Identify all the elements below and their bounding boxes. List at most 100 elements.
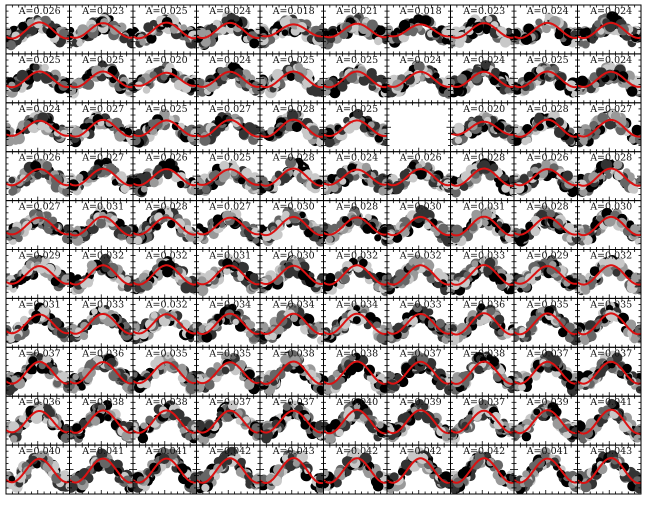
- amplitude-label: A=0.025: [208, 153, 251, 164]
- data-point: [266, 35, 276, 44]
- panel: A=0.028: [513, 102, 578, 153]
- sinusoid-fit-line: [6, 21, 70, 40]
- data-point: [485, 15, 493, 23]
- data-point: [366, 19, 378, 31]
- data-point: [32, 63, 40, 71]
- panel: A=0.028: [132, 200, 197, 251]
- amplitude-label: A=0.032: [145, 299, 188, 310]
- amplitude-label: A=0.033: [462, 251, 505, 262]
- data-points: [514, 12, 578, 48]
- data-point: [525, 23, 534, 32]
- amplitude-label: A=0.024: [208, 55, 251, 66]
- panel: A=0.032: [577, 249, 642, 299]
- panel: A=0.030: [259, 200, 324, 251]
- amplitude-label: A=0.034: [335, 299, 378, 310]
- amplitude-label: A=0.028: [272, 153, 315, 164]
- data-point: [626, 86, 638, 97]
- panel: A=0.018: [386, 4, 451, 55]
- data-points: [450, 14, 514, 48]
- panel: A=0.028: [323, 200, 388, 251]
- panel-ticks: [387, 102, 451, 152]
- data-point: [374, 36, 383, 46]
- amplitude-label: A=0.024: [526, 6, 569, 17]
- panel: A=0.028: [450, 151, 515, 202]
- data-point: [143, 22, 154, 33]
- panel: [386, 102, 451, 153]
- data-point: [232, 318, 239, 326]
- data-point: [311, 87, 321, 97]
- amplitude-label: A=0.025: [526, 55, 569, 66]
- data-point: [8, 188, 16, 196]
- sinusoid-fit-line: [6, 70, 70, 89]
- panel: A=0.025: [513, 53, 578, 104]
- amplitude-label: A=0.032: [145, 251, 188, 262]
- panel: A=0.030: [386, 200, 451, 251]
- panel-ticks: [450, 5, 514, 54]
- data-point: [201, 185, 211, 194]
- data-points: [69, 305, 133, 343]
- data-points: [451, 110, 514, 146]
- sinusoid-fit-line: [323, 22, 387, 39]
- sinusoid-fit-line: [196, 70, 260, 88]
- panel: A=0.028: [259, 151, 324, 202]
- data-point: [13, 333, 22, 342]
- data-points: [514, 62, 578, 98]
- amplitude-label: A=0.032: [589, 251, 632, 262]
- panel: A=0.021: [323, 4, 388, 55]
- data-point: [413, 14, 424, 25]
- data-point: [504, 86, 512, 94]
- data-points: [133, 13, 197, 49]
- data-point: [44, 211, 52, 219]
- data-point: [214, 115, 222, 123]
- data-points: [6, 158, 70, 197]
- data-point: [249, 38, 260, 49]
- panel: A=0.023: [450, 4, 515, 55]
- data-point: [375, 25, 386, 36]
- panel: A=0.029: [513, 249, 578, 299]
- amplitude-label: A=0.028: [526, 104, 569, 115]
- data-points: [6, 209, 70, 245]
- panel: A=0.020: [450, 102, 515, 153]
- data-points: [514, 110, 578, 148]
- panel: A=0.025: [323, 53, 388, 104]
- sinusoid-fit-line: [196, 21, 260, 39]
- data-point: [609, 11, 619, 22]
- data-point: [142, 86, 151, 94]
- amplitude-label: A=0.025: [145, 104, 188, 115]
- data-point: [196, 27, 207, 38]
- panel: A=0.031: [5, 297, 70, 348]
- amplitude-label: A=0.033: [81, 299, 124, 310]
- data-point: [554, 30, 564, 40]
- data-point: [272, 68, 284, 81]
- panel: A=0.024: [5, 102, 70, 153]
- panel: A=0.028: [577, 151, 642, 202]
- data-points: [577, 11, 641, 49]
- amplitude-label: A=0.020: [145, 55, 188, 66]
- panel: A=0.034: [196, 297, 261, 348]
- data-point: [580, 138, 588, 146]
- data-point: [290, 314, 299, 323]
- data-point: [554, 126, 566, 138]
- panel: A=0.030: [259, 249, 324, 299]
- data-points: [260, 206, 324, 247]
- data-points: [69, 12, 133, 49]
- panel: A=0.025: [323, 102, 388, 153]
- data-point: [423, 222, 432, 230]
- panel: A=0.024: [196, 53, 261, 104]
- amplitude-label: A=0.029: [526, 251, 569, 262]
- data-point: [323, 38, 328, 46]
- data-point: [18, 21, 28, 31]
- sinusoid-fit-line: [387, 23, 451, 38]
- amplitude-label: A=0.026: [399, 153, 442, 164]
- amplitude-label: A=0.028: [589, 153, 632, 164]
- sinusoid-fit-line: [514, 21, 578, 39]
- amplitude-label: A=0.028: [335, 202, 378, 213]
- panel: A=0.031: [69, 200, 134, 251]
- panel: A=0.027: [69, 102, 134, 153]
- panel: A=0.031: [450, 200, 515, 251]
- amplitude-label: A=0.030: [399, 202, 442, 213]
- amplitude-label: A=0.027: [81, 153, 124, 164]
- data-point: [577, 40, 585, 47]
- panel: A=0.024: [577, 53, 642, 104]
- data-point: [233, 15, 240, 22]
